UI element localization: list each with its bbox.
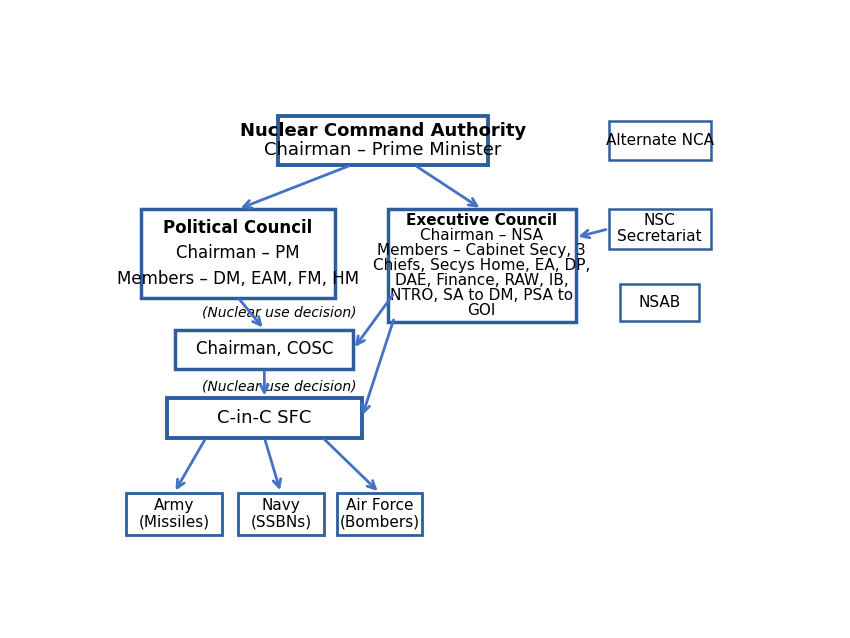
FancyBboxPatch shape bbox=[167, 398, 361, 438]
FancyBboxPatch shape bbox=[277, 116, 488, 165]
FancyBboxPatch shape bbox=[609, 121, 711, 160]
Text: Secretariat: Secretariat bbox=[617, 229, 702, 244]
FancyBboxPatch shape bbox=[127, 493, 222, 535]
Text: (Bombers): (Bombers) bbox=[339, 515, 420, 530]
Text: Alternate NCA: Alternate NCA bbox=[605, 133, 714, 148]
Text: Army: Army bbox=[154, 498, 195, 513]
Text: DAE, Finance, RAW, IB,: DAE, Finance, RAW, IB, bbox=[395, 273, 569, 288]
Text: (SSBNs): (SSBNs) bbox=[250, 515, 311, 530]
Text: GOI: GOI bbox=[468, 304, 496, 318]
FancyBboxPatch shape bbox=[238, 493, 324, 535]
Text: NSC: NSC bbox=[643, 214, 676, 228]
Text: Members – DM, EAM, FM, HM: Members – DM, EAM, FM, HM bbox=[117, 270, 359, 288]
Text: (Nuclear use decision): (Nuclear use decision) bbox=[201, 379, 356, 393]
FancyBboxPatch shape bbox=[175, 330, 354, 369]
FancyBboxPatch shape bbox=[141, 209, 335, 297]
Text: (Nuclear use decision): (Nuclear use decision) bbox=[201, 306, 356, 320]
FancyBboxPatch shape bbox=[620, 284, 699, 321]
Text: (Missiles): (Missiles) bbox=[139, 515, 210, 530]
Text: Executive Council: Executive Council bbox=[406, 213, 558, 228]
FancyBboxPatch shape bbox=[609, 209, 711, 249]
Text: Nuclear Command Authority: Nuclear Command Authority bbox=[240, 122, 526, 140]
Text: Navy: Navy bbox=[262, 498, 300, 513]
FancyBboxPatch shape bbox=[337, 493, 422, 535]
Text: Chairman, COSC: Chairman, COSC bbox=[196, 340, 333, 358]
Text: NTRO, SA to DM, PSA to: NTRO, SA to DM, PSA to bbox=[390, 288, 573, 303]
Text: C-in-C SFC: C-in-C SFC bbox=[217, 409, 312, 427]
Text: Members – Cabinet Secy, 3: Members – Cabinet Secy, 3 bbox=[377, 243, 586, 258]
Text: Chairman – NSA: Chairman – NSA bbox=[420, 228, 543, 243]
Text: Chairman – PM: Chairman – PM bbox=[176, 244, 300, 262]
Text: NSAB: NSAB bbox=[638, 295, 681, 310]
Text: Air Force: Air Force bbox=[346, 498, 413, 513]
Text: Chiefs, Secys Home, EA, DP,: Chiefs, Secys Home, EA, DP, bbox=[373, 258, 591, 273]
Text: Political Council: Political Council bbox=[163, 219, 313, 237]
Text: Chairman – Prime Minister: Chairman – Prime Minister bbox=[264, 141, 502, 160]
FancyBboxPatch shape bbox=[388, 209, 575, 322]
